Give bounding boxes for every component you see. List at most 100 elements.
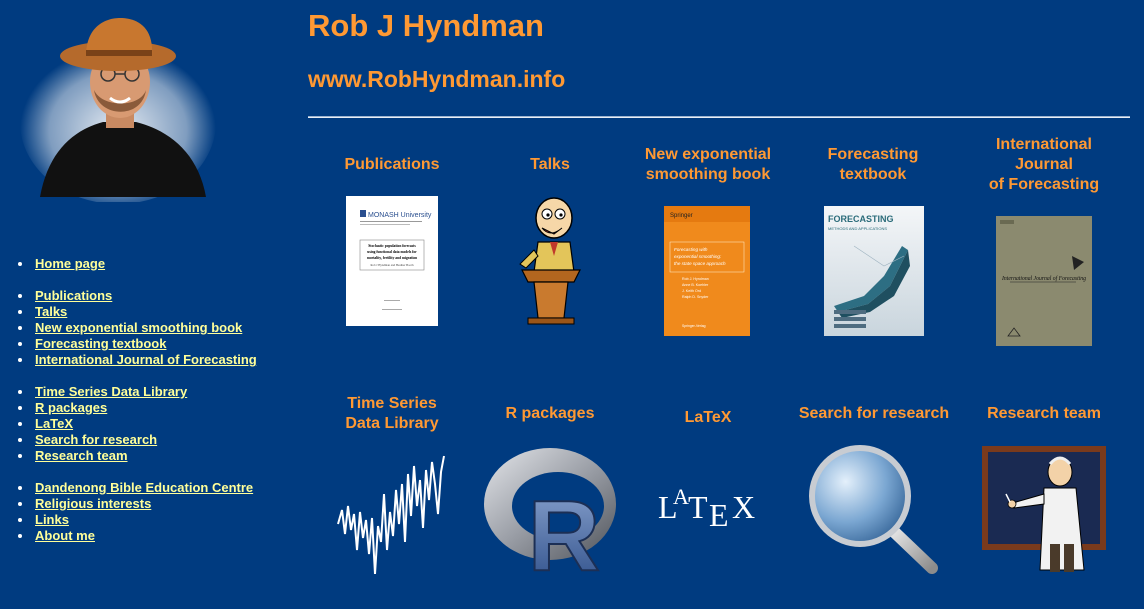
cover-authors: Rob J Hyndman and Heather Booth: [371, 263, 414, 267]
r-logo-icon[interactable]: R: [482, 444, 618, 576]
nav-link-latex[interactable]: LaTeX: [35, 416, 74, 431]
nav-link-about-me[interactable]: About me: [35, 528, 95, 543]
author-photo: [20, 18, 216, 202]
nav-link-talks[interactable]: Talks: [35, 304, 68, 319]
site-url: www.RobHyndman.info: [308, 66, 566, 92]
monash-crest-icon: [360, 210, 366, 217]
publications-cover-thumbnail[interactable]: MONASH University Stochastic population …: [346, 196, 438, 326]
cover-footer: Springer-Verlag: [682, 324, 706, 328]
header-divider: [308, 116, 1130, 118]
latex-logo-part: X: [732, 489, 755, 525]
tile-forecasting-textbook-label[interactable]: Forecasting textbook: [800, 145, 946, 185]
ijf-journal-cover[interactable]: International Journal of Forecasting: [996, 216, 1092, 346]
tile-tsdl-label[interactable]: Time Series Data Library: [322, 394, 462, 434]
tile-r-packages[interactable]: R packages R: [480, 384, 620, 594]
nav-link-religious-interests[interactable]: Religious interests: [35, 496, 152, 511]
tile-tsdl[interactable]: Time Series Data Library: [322, 384, 462, 594]
forecasting-textbook-cover[interactable]: FORECASTING METHODS AND APPLICATIONS: [824, 206, 924, 336]
nav-item-religious-interests: Religious interests: [17, 496, 257, 512]
nav-item-tsdl: Time Series Data Library: [17, 384, 257, 400]
tile-label-line: R packages: [505, 405, 595, 422]
site-title: Rob J Hyndman: [308, 8, 544, 43]
cover-university: MONASH University: [368, 212, 432, 219]
nav-item-search-for-research: Search for research: [17, 432, 257, 448]
nav-item-research-team: Research team: [17, 448, 257, 464]
tile-research-team[interactable]: Research team: [970, 384, 1118, 594]
tile-search-label[interactable]: Search for research: [794, 404, 954, 424]
nav-item-talks: Talks: [17, 304, 257, 320]
tile-label-line: Forecasting: [827, 146, 919, 163]
nav-link-exp-smoothing-book[interactable]: New exponential smoothing book: [35, 320, 243, 335]
tile-label-line: Talks: [530, 156, 570, 173]
tile-latex[interactable]: LaTeX L A T E X: [636, 384, 780, 594]
tile-label-line: Journal: [1015, 156, 1073, 173]
nav-link-tsdl[interactable]: Time Series Data Library: [35, 384, 188, 399]
nav-item-home-page: Home page: [17, 256, 257, 272]
tile-publications[interactable]: Publications MONASH University Stochasti…: [322, 130, 462, 330]
latex-logo-part: A: [673, 486, 689, 509]
nav-item-latex: LaTeX: [17, 416, 257, 432]
tile-talks-label[interactable]: Talks: [480, 155, 620, 175]
cover-title: International Journal of Forecasting: [1001, 275, 1086, 282]
exp-smoothing-book-cover[interactable]: Springer Forecasting with exponential sm…: [664, 206, 750, 336]
nav-link-research-team[interactable]: Research team: [35, 448, 128, 463]
time-series-plot-icon[interactable]: [336, 454, 448, 586]
tile-ijf[interactable]: International Journal of Forecasting Int…: [966, 130, 1122, 350]
nav-link-publications[interactable]: Publications: [35, 288, 113, 303]
tile-search-for-research[interactable]: Search for research: [794, 384, 954, 594]
nav-item-ijf: International Journal of Forecasting: [17, 352, 257, 368]
tile-exp-smoothing-label[interactable]: New exponential smoothing book: [630, 145, 786, 185]
latex-logo-part: L: [658, 489, 678, 525]
latex-logo-part: E: [709, 497, 729, 530]
nav-link-home-page[interactable]: Home page: [35, 256, 106, 271]
tile-publications-label[interactable]: Publications: [322, 155, 462, 175]
nav-link-ijf[interactable]: International Journal of Forecasting: [35, 352, 257, 367]
tile-label-line: Data Library: [345, 415, 439, 432]
tile-label-line: textbook: [839, 166, 907, 183]
cover-title-line: the state space approach: [674, 261, 726, 266]
cover-subtitle: METHODS AND APPLICATIONS: [828, 226, 887, 231]
professor-blackboard-icon[interactable]: [980, 444, 1108, 576]
tile-r-packages-label[interactable]: R packages: [480, 404, 620, 424]
tile-talks[interactable]: Talks: [480, 130, 620, 330]
cover-title: FORECASTING: [828, 214, 894, 224]
cover-title-line: Stochastic population forecasts: [368, 244, 416, 248]
cover-title-line: mortality, fertility and migration: [367, 256, 417, 260]
tile-latex-label[interactable]: LaTeX: [636, 408, 780, 428]
cover-author: Anne B. Koehler: [682, 283, 709, 287]
cover-author: J. Keith Ord: [682, 289, 701, 293]
tile-label-line: of Forecasting: [988, 176, 1100, 193]
cover-title-line: Forecasting with: [674, 247, 708, 252]
tile-forecasting-textbook[interactable]: Forecasting textbook FORECASTING METHODS…: [800, 130, 946, 340]
tile-label-line: Research team: [987, 405, 1101, 422]
tile-research-team-label[interactable]: Research team: [970, 404, 1118, 424]
r-logo-letter: R: [528, 480, 600, 576]
tile-label-line: International: [995, 136, 1092, 153]
tile-ijf-label[interactable]: International Journal of Forecasting: [966, 135, 1122, 195]
latex-logo-part: T: [688, 489, 708, 525]
magnifying-glass-icon[interactable]: [806, 444, 942, 576]
nav-link-dbec[interactable]: Dandenong Bible Education Centre: [35, 480, 254, 495]
nav-item-exp-smoothing-book: New exponential smoothing book: [17, 320, 257, 336]
nav-link-links[interactable]: Links: [35, 512, 69, 527]
nav-item-about-me: About me: [17, 528, 257, 544]
lecturer-cartoon-icon[interactable]: [514, 194, 586, 326]
cover-author: Rob J. Hyndman: [682, 277, 709, 281]
nav-item-r-packages: R packages: [17, 400, 257, 416]
tile-label-line: New exponential: [644, 146, 772, 163]
latex-logo-icon[interactable]: L A T E X: [656, 486, 764, 530]
tile-exp-smoothing-book[interactable]: New exponential smoothing book Springer …: [630, 130, 786, 340]
nav-link-r-packages[interactable]: R packages: [35, 400, 108, 415]
nav-item-dbec: Dandenong Bible Education Centre: [17, 480, 257, 496]
cover-title-line: using functional data models for: [367, 250, 417, 254]
cover-publisher: Springer: [670, 213, 693, 219]
tile-label-line: Publications: [344, 156, 440, 173]
tile-label-line: smoothing book: [645, 166, 771, 183]
nav-link-forecasting-textbook[interactable]: Forecasting textbook: [35, 336, 167, 351]
nav-item-links: Links: [17, 512, 257, 528]
tile-label-line: Search for research: [798, 405, 950, 422]
tile-label-line: LaTeX: [684, 409, 732, 426]
tile-label-line: Time Series: [347, 395, 437, 412]
nav-link-search-for-research[interactable]: Search for research: [35, 432, 158, 447]
